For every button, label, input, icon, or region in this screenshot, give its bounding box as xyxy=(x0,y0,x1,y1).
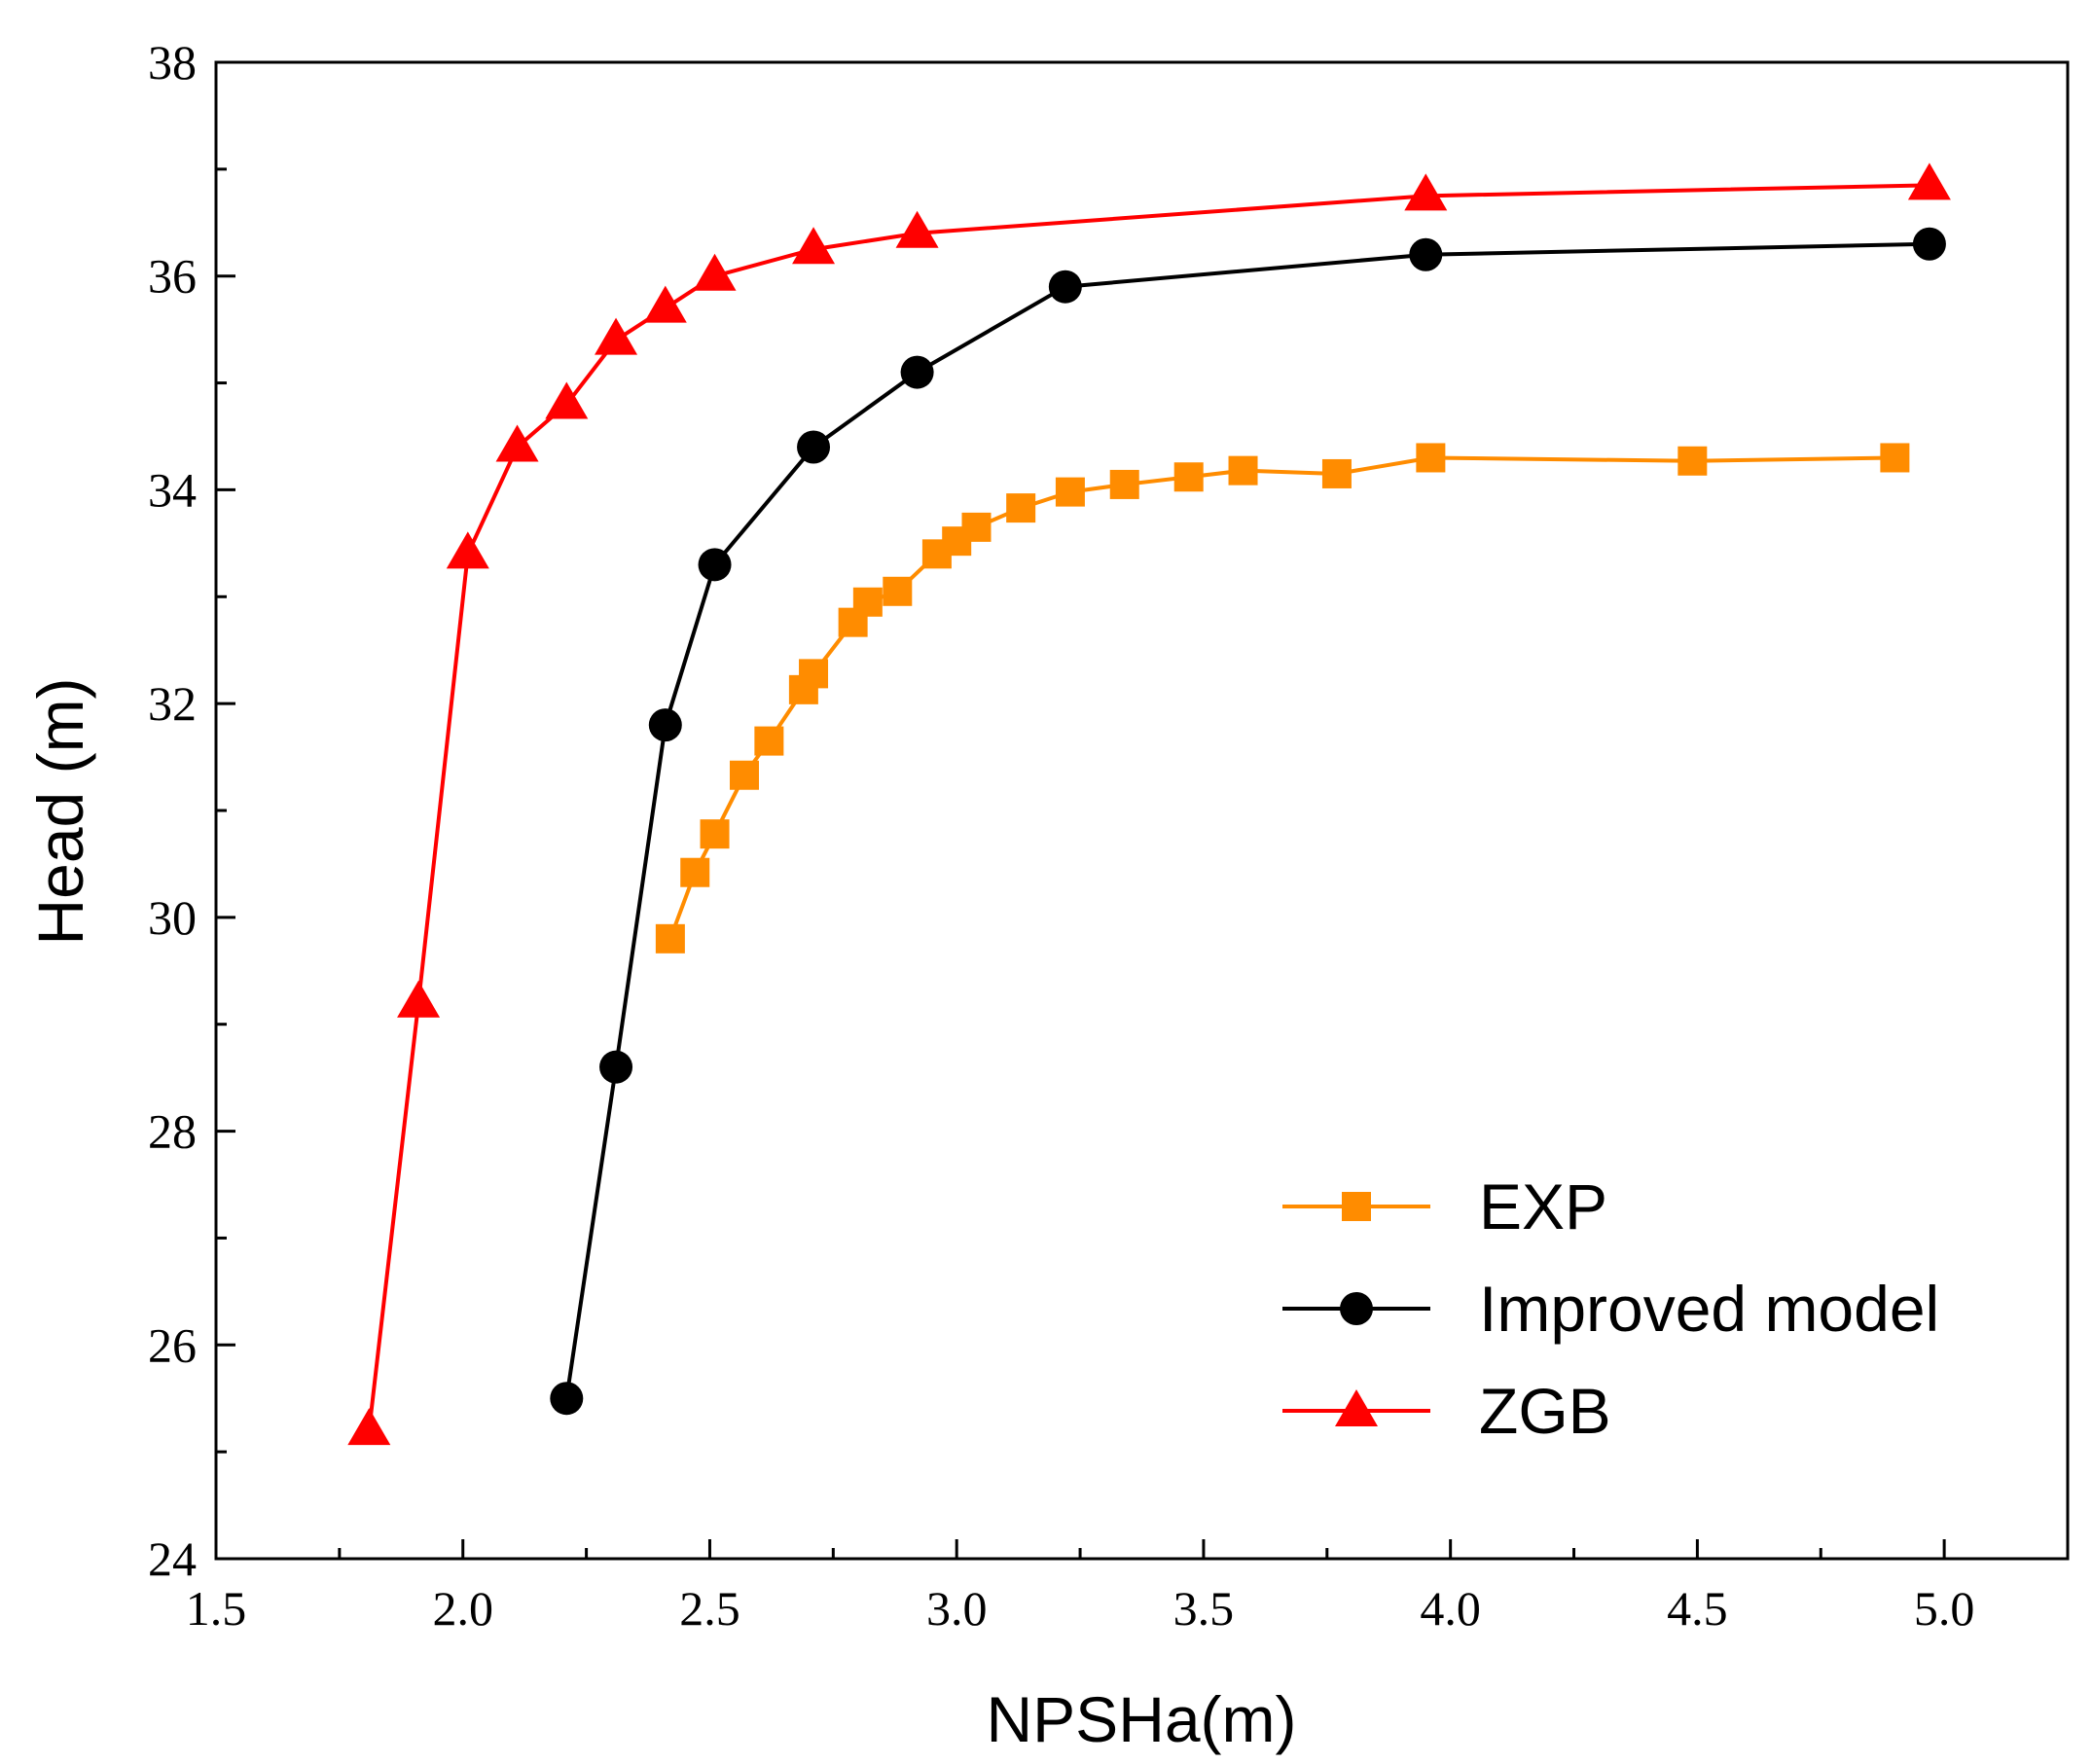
data-point-zgb xyxy=(1404,173,1448,211)
data-point-zgb xyxy=(643,285,687,323)
legend-label-improved-model: Improved model xyxy=(1479,1273,1939,1345)
series-line-exp xyxy=(667,455,1895,940)
data-point-exp xyxy=(1228,455,1258,486)
y-tick-label: 32 xyxy=(148,676,197,731)
data-point-zgb xyxy=(895,210,939,248)
legend: EXP Improved model ZGB xyxy=(1282,1170,1939,1447)
data-point-improved-model xyxy=(1048,270,1082,304)
data-point-exp xyxy=(1006,493,1036,523)
data-point-zgb xyxy=(595,317,638,355)
data-point-zgb xyxy=(1907,162,1951,200)
y-tick-label: 38 xyxy=(148,35,197,90)
data-point-improved-model xyxy=(648,708,682,742)
data-point-improved-model xyxy=(1409,237,1443,271)
x-tick-label: 3.5 xyxy=(1173,1581,1235,1636)
y-tick-label: 28 xyxy=(148,1104,197,1159)
data-point-zgb xyxy=(446,531,489,569)
series-zgb xyxy=(347,162,1951,1446)
x-tick-label: 2.5 xyxy=(679,1581,740,1636)
x-tick-label: 2.0 xyxy=(432,1581,493,1636)
data-point-exp xyxy=(852,587,883,617)
data-point-improved-model xyxy=(900,355,934,389)
x-axis-title: NPSHa(m) xyxy=(986,1683,1296,1755)
data-point-zgb xyxy=(693,253,737,291)
y-tick-label: 26 xyxy=(148,1317,197,1372)
data-point-exp xyxy=(655,923,685,954)
legend-marker-exp xyxy=(1342,1192,1371,1221)
data-point-zgb xyxy=(495,424,539,462)
y-tick-label: 36 xyxy=(148,249,197,304)
data-point-improved-model xyxy=(698,548,732,582)
legend-label-zgb: ZGB xyxy=(1479,1375,1611,1447)
data-point-exp xyxy=(700,819,730,849)
x-tick-label: 3.0 xyxy=(926,1581,988,1636)
series-line-improved-model xyxy=(564,241,1930,1399)
data-point-zgb xyxy=(792,227,836,265)
data-point-zgb xyxy=(347,1408,391,1446)
data-point-exp xyxy=(680,857,710,887)
series-line-zgb xyxy=(367,183,1930,1431)
legend-label-exp: EXP xyxy=(1479,1170,1607,1242)
data-point-exp xyxy=(1109,469,1139,499)
series-improved-model xyxy=(550,227,1946,1416)
y-tick-label: 24 xyxy=(148,1531,197,1586)
y-axis-title: Head (m) xyxy=(24,677,96,945)
data-point-exp xyxy=(1416,443,1446,473)
data-point-exp xyxy=(729,760,759,790)
data-point-exp xyxy=(754,726,784,756)
data-point-exp xyxy=(1321,458,1352,488)
series-exp xyxy=(655,443,1910,954)
data-point-exp xyxy=(799,659,829,689)
data-point-zgb xyxy=(397,980,441,1018)
y-tick-label: 34 xyxy=(148,462,197,517)
x-tick-label: 5.0 xyxy=(1914,1581,1975,1636)
x-tick-label: 4.5 xyxy=(1667,1581,1728,1636)
data-point-improved-model xyxy=(599,1050,633,1084)
legend-marker-improved-model xyxy=(1340,1292,1373,1325)
x-tick-label: 1.5 xyxy=(186,1581,247,1636)
data-point-exp xyxy=(1880,443,1910,473)
y-tick-label: 30 xyxy=(148,890,197,945)
data-point-improved-model xyxy=(797,430,831,464)
data-point-exp xyxy=(1173,462,1204,492)
data-point-zgb xyxy=(545,381,589,419)
x-tick-label: 4.0 xyxy=(1420,1581,1481,1636)
data-point-exp xyxy=(1055,477,1085,507)
data-point-improved-model xyxy=(1912,227,1946,261)
ticks-layer: 1.5 2.0 2.5 3.0 3.5 4.0 4.5 5.0 24 26 28 30 32 34 36 38 xyxy=(148,35,1974,1636)
data-point-exp xyxy=(1677,446,1708,476)
data-point-exp xyxy=(883,576,913,606)
legend-marker-zgb xyxy=(1335,1389,1378,1426)
data-point-exp xyxy=(961,512,992,542)
series-layer xyxy=(347,162,1951,1446)
data-point-improved-model xyxy=(550,1382,584,1416)
